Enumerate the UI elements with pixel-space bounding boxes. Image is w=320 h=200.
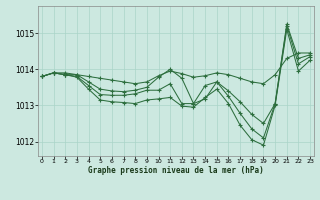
X-axis label: Graphe pression niveau de la mer (hPa): Graphe pression niveau de la mer (hPa) [88,166,264,175]
